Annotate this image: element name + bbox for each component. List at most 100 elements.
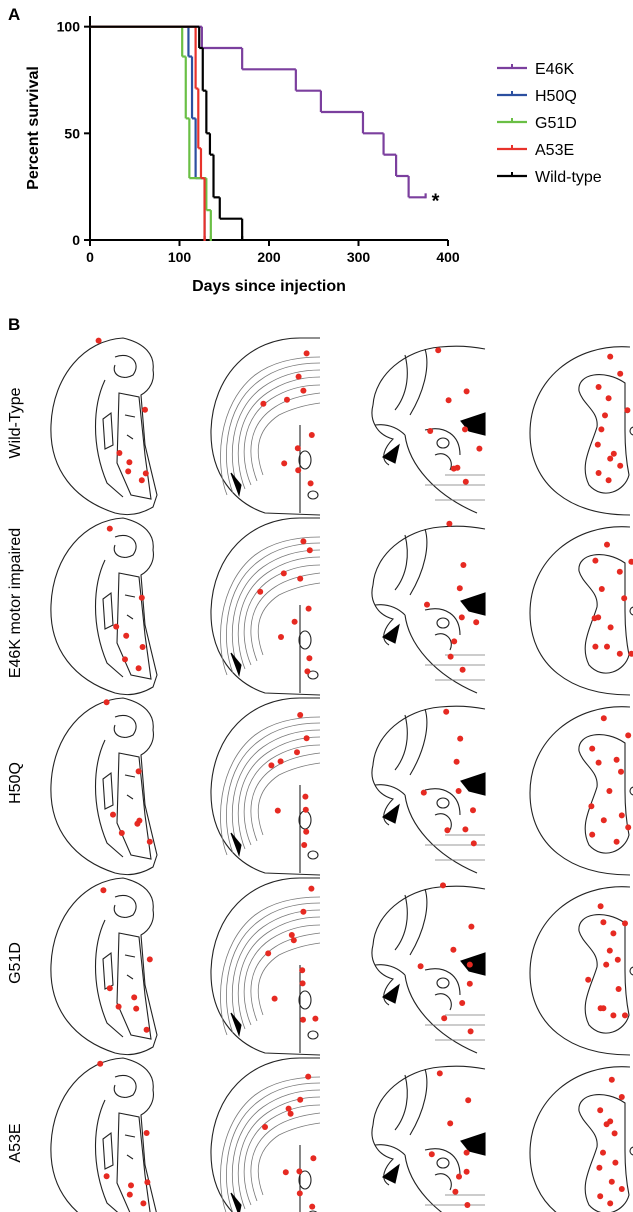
lesion-dot [462, 478, 469, 485]
lesion-dot [463, 1168, 470, 1175]
brain-section [529, 526, 633, 696]
row-label: A53E [7, 1123, 24, 1162]
lesion-dot [604, 541, 610, 548]
section-outline [529, 1066, 633, 1212]
lesion-dot [420, 789, 427, 796]
lesion-dot [473, 619, 480, 626]
lesion-dot [607, 455, 614, 462]
lesion-dot [613, 756, 620, 763]
lesion-dot [453, 758, 460, 765]
lesion-dot [297, 712, 304, 718]
lesion-dot [294, 445, 301, 452]
lesion-dot [608, 1178, 615, 1185]
lesion-dot [436, 1070, 443, 1077]
lesion-dot [597, 1193, 604, 1200]
brain-section [529, 706, 633, 876]
lesion-dot [598, 586, 605, 592]
lesion-dot [600, 1005, 607, 1012]
lesion-dot [610, 450, 617, 457]
lesion-dot [465, 1097, 472, 1104]
section-outline [529, 346, 633, 516]
lesion-dot [301, 842, 308, 848]
lesion-dot [592, 643, 599, 650]
brain-section [50, 697, 158, 876]
lesion-dot [287, 1110, 294, 1117]
lesion-dot [300, 908, 307, 915]
lesion-dot [97, 1060, 104, 1067]
lesion-dot [140, 1200, 147, 1207]
lesion-dot [290, 937, 297, 944]
brain-section [50, 877, 158, 1056]
lesion-dot [138, 477, 145, 484]
lesion-dot [291, 618, 298, 625]
lesion-dot [305, 1073, 312, 1080]
lesion-dot [310, 1155, 317, 1162]
lesion-dot [607, 624, 614, 631]
lesion-dot [296, 1168, 303, 1175]
legend-label: Wild-type [535, 169, 602, 186]
lesion-dot [115, 1003, 122, 1010]
lesion-dot [103, 1173, 110, 1180]
lesion-dot [610, 1012, 617, 1019]
section-outline [371, 705, 486, 874]
lesion-dot [459, 1000, 466, 1006]
lesion-dot [284, 396, 290, 403]
lesion-dot [295, 373, 302, 380]
lesion-dot [424, 601, 430, 608]
lesion-dot [144, 1179, 151, 1186]
section-outline [210, 1057, 321, 1212]
brain-section [210, 877, 321, 1056]
lesion-dot [597, 1107, 604, 1114]
lesion-dot [600, 919, 607, 926]
panel-label: A [8, 5, 20, 24]
lesion-dot [295, 467, 302, 474]
lesion-dot [277, 758, 284, 765]
lesion-dot [106, 985, 113, 992]
lesion-dot [308, 432, 315, 438]
lesion-dot [624, 407, 631, 414]
lesion-dot [135, 665, 142, 672]
panel-label: B [8, 315, 20, 334]
legend-label: H50Q [535, 88, 577, 105]
lesion-dot [608, 1076, 615, 1083]
lesion-dot [282, 1169, 289, 1176]
lesion-dot [303, 735, 310, 742]
row-label: E46K motor impaired [7, 528, 24, 678]
lesion-dot [476, 445, 483, 452]
lesion-dot [600, 817, 607, 824]
x-tick-label: 0 [86, 249, 94, 265]
lesion-dot [605, 477, 612, 484]
brain-section [371, 882, 486, 1054]
legend-label: E46K [535, 61, 574, 78]
lesion-dot [305, 605, 312, 612]
lesion-dot [427, 428, 434, 434]
lesion-dot [462, 426, 468, 433]
lesion-dot [463, 388, 470, 395]
lesion-dot [302, 793, 309, 800]
lesion-dot [605, 395, 612, 402]
lesion-dot [143, 1130, 150, 1136]
lesion-dot [262, 1124, 268, 1130]
lesion-dot [594, 441, 601, 448]
lesion-dot [268, 762, 275, 769]
lesion-dot [306, 655, 313, 662]
lesion-dot [603, 961, 610, 968]
brain-section [529, 1066, 633, 1212]
lesion-dot [618, 812, 625, 819]
brain-section [529, 886, 633, 1056]
lesion-dot [617, 370, 624, 377]
lesion-dot [440, 882, 446, 889]
lesion-dot [602, 412, 608, 419]
brain-section [210, 1057, 321, 1212]
row-label: Wild-Type [7, 387, 24, 458]
legend-label: A53E [535, 142, 574, 159]
lesion-dot [280, 570, 287, 577]
lesion-dot [285, 1105, 292, 1112]
lesion-dot [618, 1186, 625, 1192]
section-outline [371, 1065, 486, 1212]
lesion-dot [597, 903, 604, 910]
lesion-dot [621, 595, 628, 602]
lesion-dot [125, 468, 132, 475]
brain-section [50, 517, 158, 696]
x-tick-label: 300 [347, 249, 371, 265]
